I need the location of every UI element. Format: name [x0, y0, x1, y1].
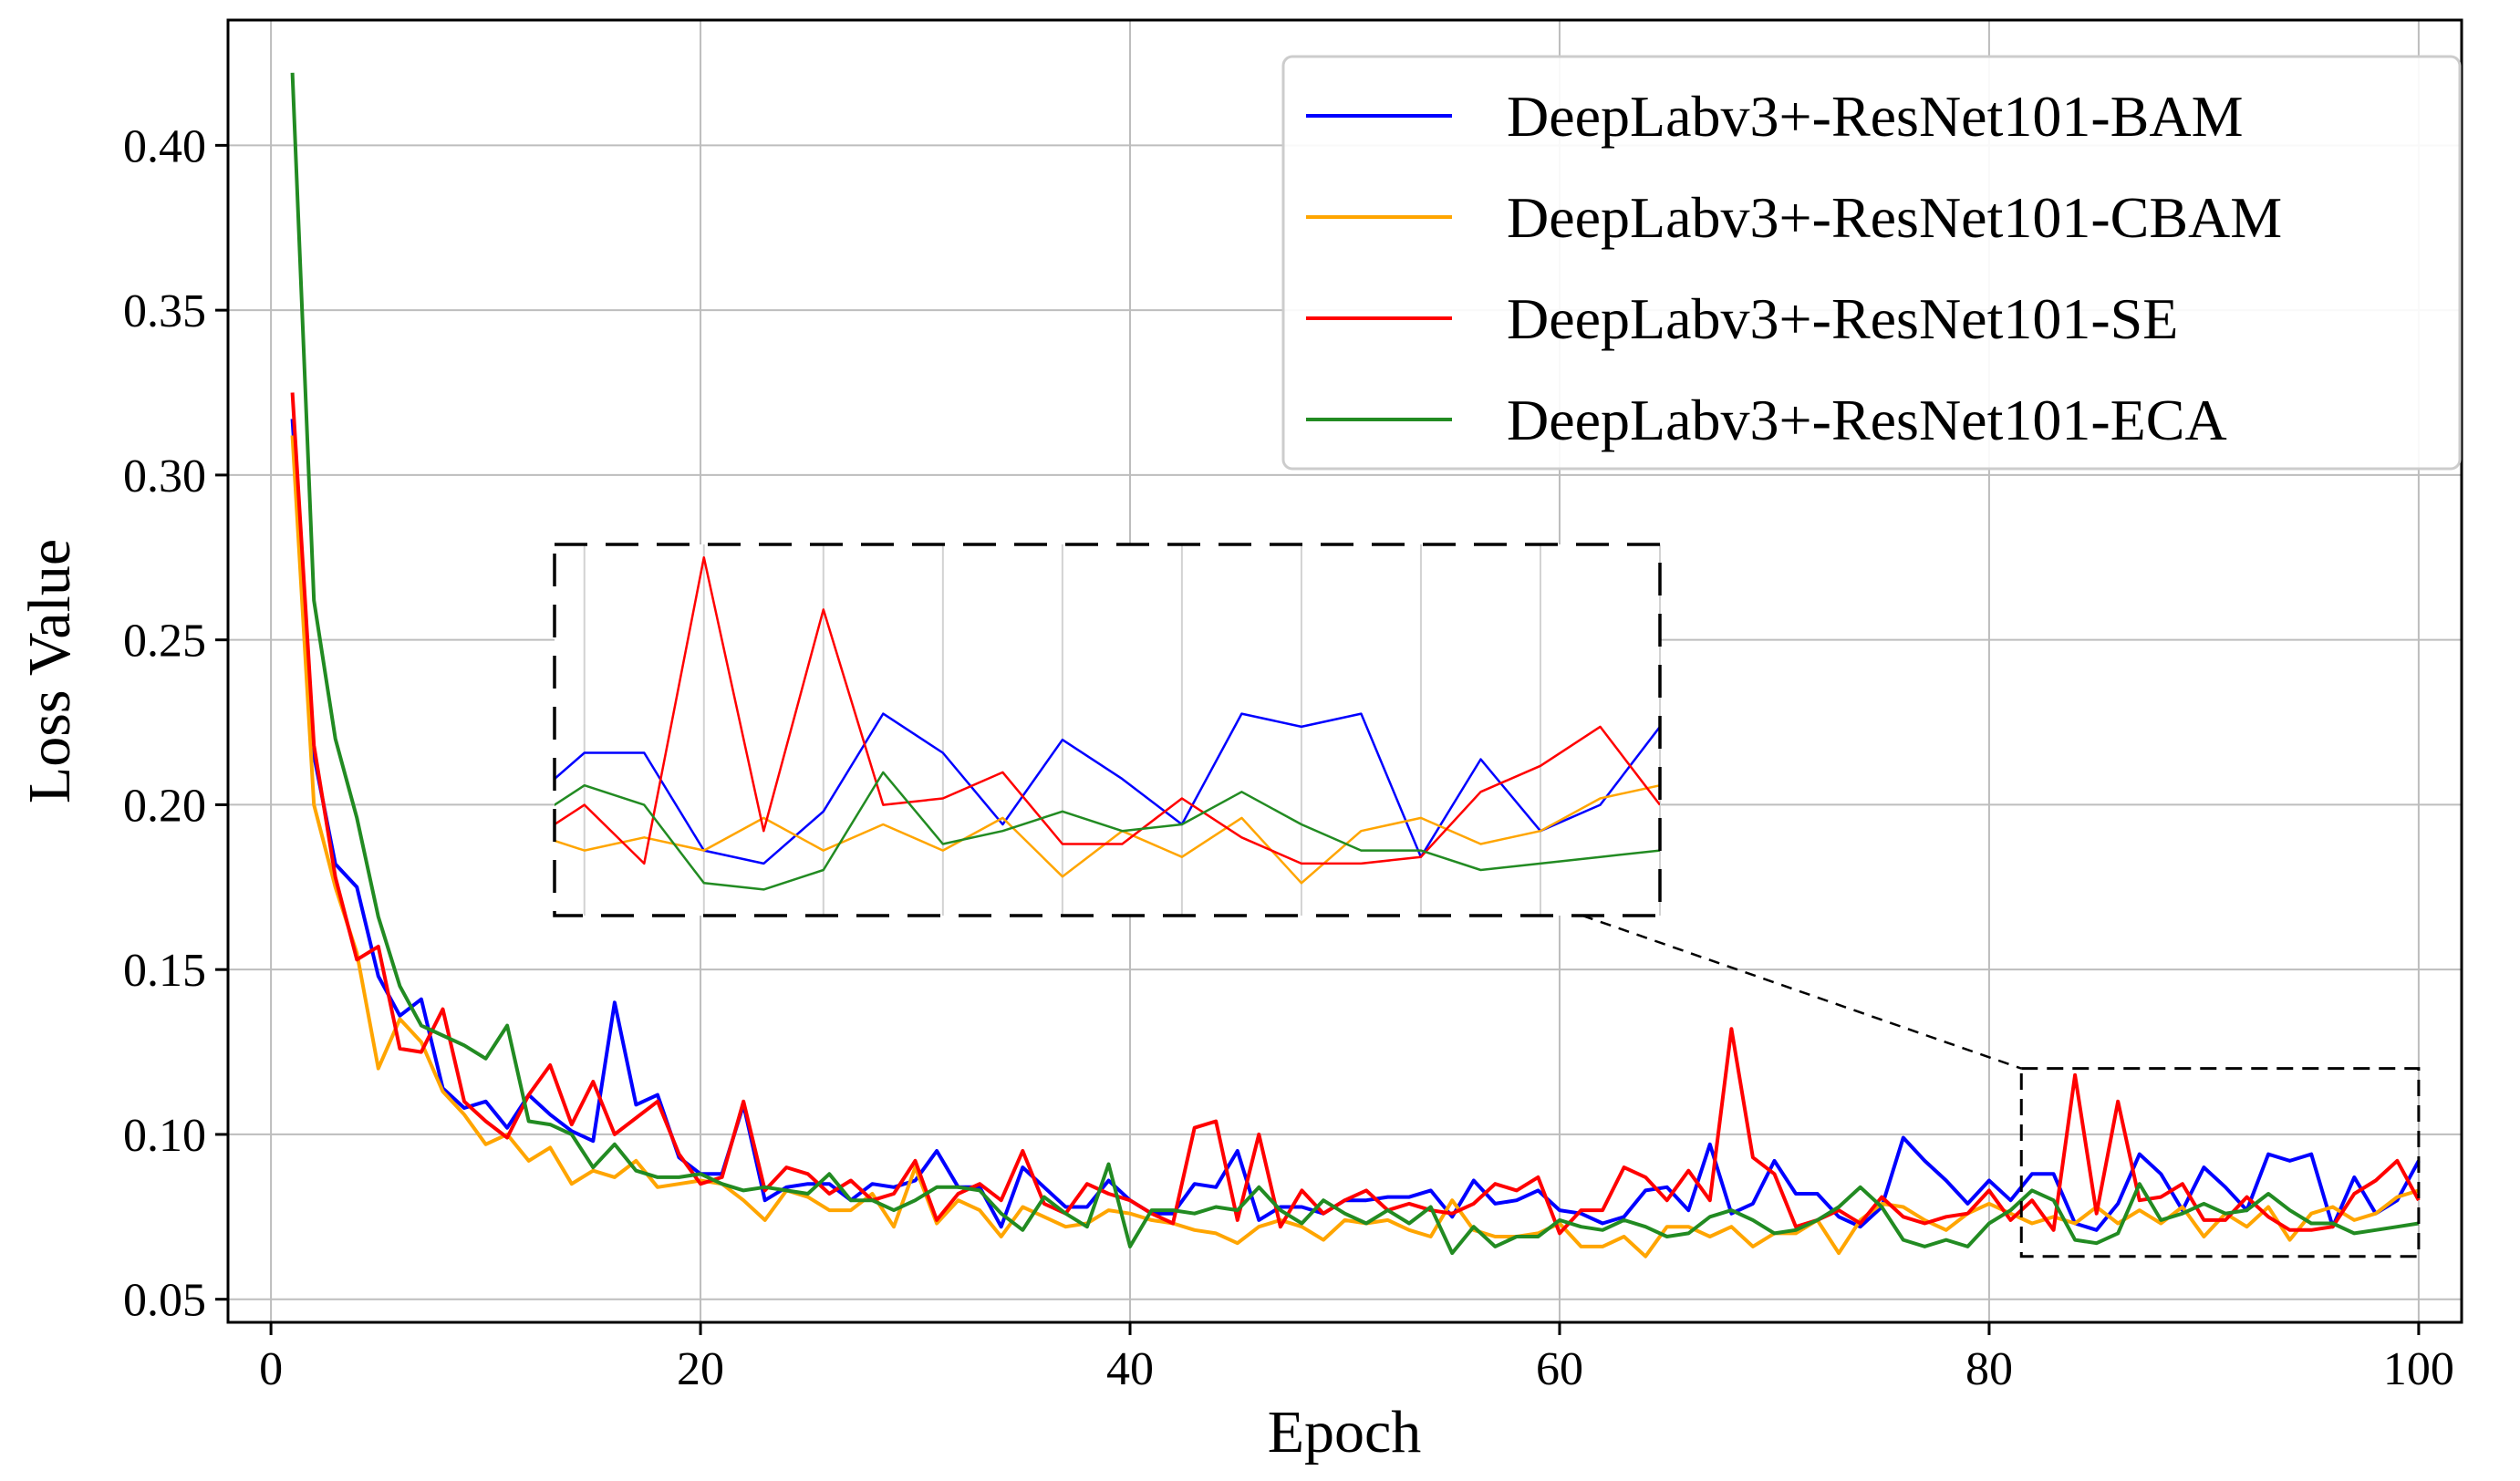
x-tick-label: 100 — [2383, 1343, 2454, 1395]
x-tick-label: 60 — [1536, 1343, 1583, 1395]
inset-series-line-2 — [555, 556, 1660, 865]
zoom-region-box — [2019, 1067, 2421, 1258]
x-axis-title: Epoch — [1268, 1399, 1422, 1465]
plot-frame — [226, 18, 2463, 1324]
inset-series — [555, 556, 1660, 891]
legend-label-2: DeepLabv3+-ResNet101-SE — [1507, 286, 2178, 351]
y-tick-label: 0.25 — [123, 616, 206, 668]
inset-series-line-3 — [555, 771, 1660, 891]
legend: DeepLabv3+-ResNet101-BAM DeepLabv3+-ResNe… — [1281, 55, 2462, 471]
legend-label-3: DeepLabv3+-ResNet101-ECA — [1507, 388, 2227, 452]
y-tick-label: 0.20 — [123, 780, 206, 832]
y-tick-label: 0.15 — [123, 945, 206, 997]
y-tick-label: 0.40 — [123, 120, 206, 172]
legend-label-0: DeepLabv3+-ResNet101-BAM — [1507, 84, 2243, 149]
axis-ticks: 0 20 40 60 80 100 0.05 0.10 0.15 0.20 0.25 0.30 0.35… — [123, 120, 2454, 1395]
x-tick-label: 80 — [1965, 1343, 2013, 1395]
y-tick-label: 0.10 — [123, 1110, 206, 1162]
inset-series-line-0 — [555, 712, 1660, 865]
zoom-layer — [553, 543, 2421, 1258]
x-tick-label: 0 — [259, 1343, 283, 1395]
series-line-2 — [290, 392, 2421, 1236]
inset-series-line-1 — [555, 783, 1660, 885]
series-line-3 — [290, 72, 2420, 1256]
series-line-0 — [290, 419, 2421, 1232]
y-tick-label: 0.05 — [123, 1275, 206, 1327]
legend-label-1: DeepLabv3+-ResNet101-CBAM — [1507, 185, 2282, 250]
inset-background — [555, 544, 1660, 916]
y-axis-title: Loss Value — [16, 539, 83, 803]
x-tick-label: 20 — [677, 1343, 724, 1395]
inset-frame — [553, 543, 1662, 917]
inset-connector — [1581, 914, 2022, 1070]
legend-box — [1281, 55, 2462, 471]
series-layer — [290, 72, 2421, 1258]
y-tick-label: 0.35 — [123, 285, 206, 337]
x-tick-label: 40 — [1106, 1343, 1154, 1395]
y-tick-label: 0.30 — [123, 451, 206, 502]
